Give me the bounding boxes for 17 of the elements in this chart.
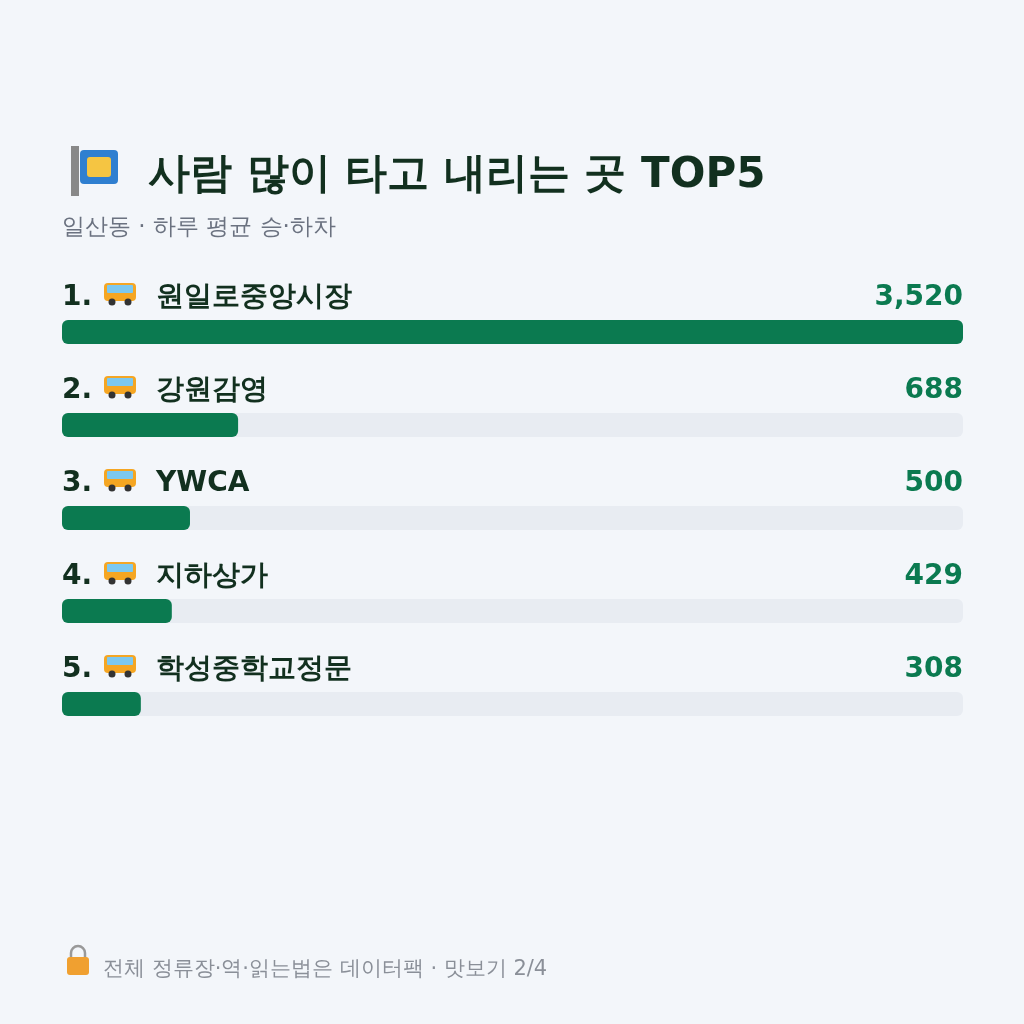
- data-label: 308: [904, 651, 963, 684]
- category-label: 3. YWCA: [62, 465, 250, 498]
- category-label: 1. 원일로중앙시장: [62, 279, 352, 312]
- data-label: 3,520: [874, 279, 963, 312]
- category-label: 5. 학성중학교정문: [62, 651, 352, 684]
- bar: [62, 506, 190, 530]
- chart-subtitle: 일산동 · 하루 평균 승·하차: [62, 213, 336, 239]
- data-label: 500: [904, 465, 963, 498]
- category-label: 4. 지하상가: [62, 558, 268, 591]
- category-label: 2. 강원감영: [62, 372, 268, 405]
- data-label: 688: [904, 372, 963, 405]
- bar: [62, 692, 141, 716]
- bar: [62, 599, 172, 623]
- bar: [62, 413, 239, 437]
- chart-title: 사람 많이 타고 내리는 곳 TOP5: [148, 148, 766, 197]
- data-label: 429: [904, 558, 963, 591]
- text: 전체 정류장·역·읽는법은 데이터팩 · 맛보기 2/4: [103, 956, 548, 980]
